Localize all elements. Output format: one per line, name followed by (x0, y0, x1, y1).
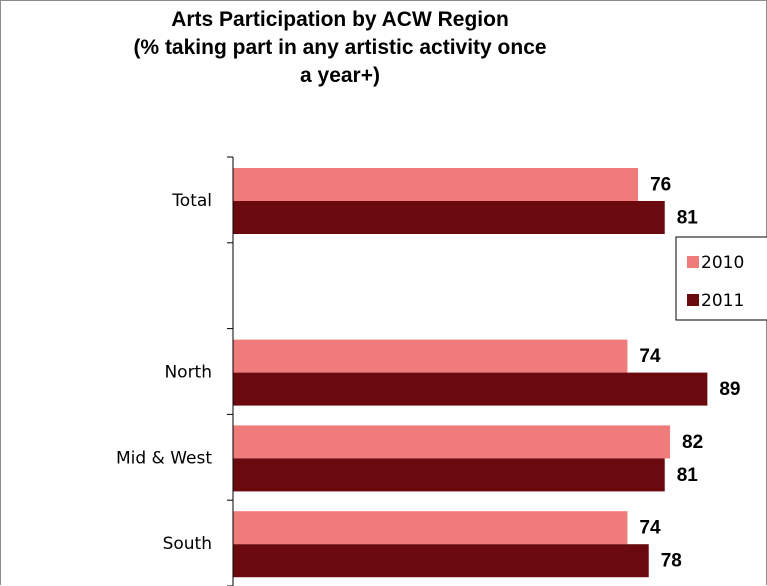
chart-subtitle: (% taking part in any artistic activity … (133, 36, 547, 87)
bar (233, 339, 628, 373)
y-tick-label: South (163, 534, 212, 554)
data-label: 89 (719, 379, 740, 400)
bar (233, 372, 708, 406)
bar (233, 201, 665, 234)
data-label: 78 (661, 551, 682, 572)
legend-box (675, 236, 767, 321)
bar (233, 511, 628, 545)
chart-title: Arts Participation by ACW Region (171, 8, 509, 31)
bar (233, 458, 665, 492)
titles: Arts Participation by ACW Region (% taki… (130, 6, 550, 90)
bar (233, 168, 639, 201)
data-label: 81 (677, 465, 699, 486)
data-label: 81 (677, 208, 699, 229)
data-label: 74 (639, 346, 661, 367)
legend-swatch (687, 294, 699, 306)
legend-label: 2010 (701, 253, 744, 273)
bar (233, 544, 649, 578)
legend-swatch (687, 256, 699, 268)
y-tick-label: Total (171, 191, 212, 211)
legend-label: 2011 (701, 291, 744, 311)
y-tick-label: North (164, 363, 212, 383)
y-tick-label: Mid & West (116, 448, 212, 468)
data-label: 82 (682, 432, 703, 453)
data-label: 74 (639, 518, 661, 539)
bar (233, 425, 671, 459)
data-label: 76 (650, 175, 671, 196)
